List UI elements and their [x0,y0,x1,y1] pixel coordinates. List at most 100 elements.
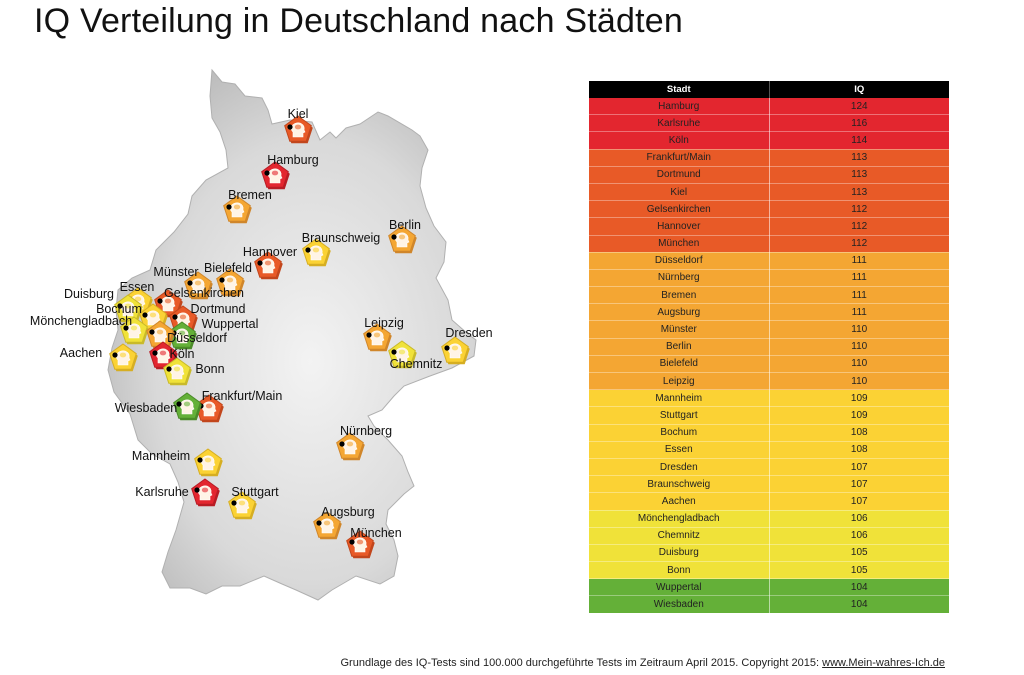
location-dot [316,520,322,526]
cell-city: Nürnberg [589,269,770,288]
city-marker[interactable]: Duisburg [64,287,143,323]
city-marker[interactable]: Hannover [243,245,297,280]
cell-iq: 124 [769,98,949,116]
location-dot [117,303,123,309]
table-row: Nürnberg 111 [589,269,949,288]
brain-head-icon [160,296,176,312]
table-row: Münster 110 [589,320,949,339]
cell-iq: 107 [769,458,949,477]
brain-head-icon [200,455,216,471]
city-marker[interactable]: Bielefeld [204,261,252,297]
city-marker[interactable]: Wiesbaden [115,392,202,421]
table-row: Dortmund 113 [589,166,949,184]
table-row: Frankfurt/Main 113 [589,149,949,167]
city-marker[interactable]: Mannheim [132,448,223,477]
city-label: Dresden [445,326,492,340]
cell-iq: 112 [769,200,949,219]
table-row: Hamburg 124 [589,98,949,116]
brain-head-icon [179,399,195,415]
cell-iq: 106 [769,510,949,528]
city-marker[interactable]: Stuttgart [228,485,279,520]
brain-head-icon [394,347,410,363]
header-iq: IQ [769,81,949,98]
cell-city: Wuppertal [589,578,770,597]
location-dot [194,487,200,493]
table-row: Bochum 108 [589,424,949,442]
table-row: Leipzig 110 [589,372,949,391]
table-row: Mönchengladbach 106 [589,510,949,528]
city-marker[interactable]: Frankfurt/Main [195,389,283,423]
city-marker[interactable]: Karlsruhe [135,478,220,507]
cell-iq: 105 [769,561,949,580]
city-label: Nürnberg [340,424,392,438]
brain-head-icon [126,323,142,339]
city-marker[interactable]: Aachen [60,343,138,372]
city-marker[interactable]: Düsseldorf [146,320,228,349]
cell-city: Frankfurt/Main [589,149,770,167]
cell-city: Augsburg [589,303,770,322]
city-marker[interactable]: Nürnberg [336,424,392,461]
city-label: Bonn [195,362,224,376]
brain-head-icon [190,278,206,294]
city-label: Köln [169,347,194,361]
location-dot [391,349,397,355]
city-label: Gelsenkirchen [164,286,244,300]
location-dot [226,204,232,210]
table-row: Bonn 105 [589,561,949,580]
cell-iq: 109 [769,406,949,425]
table-row: Wiesbaden 104 [589,595,949,614]
city-marker[interactable]: Berlin [388,218,421,254]
city-label: Bielefeld [204,261,252,275]
location-dot [349,539,355,545]
city-label: Hamburg [267,153,318,167]
cell-city: Chemnitz [589,527,770,545]
table-row: Augsburg 111 [589,303,949,322]
location-dot [112,352,118,358]
brain-head-icon [369,330,385,346]
location-dot [157,298,163,304]
cell-iq: 113 [769,149,949,167]
city-marker[interactable]: Dresden [441,326,493,365]
table-row: München 112 [589,235,949,253]
city-marker[interactable]: München [346,526,402,559]
cell-iq: 111 [769,286,949,305]
cell-city: Dortmund [589,166,770,184]
cell-iq: 116 [769,114,949,133]
city-marker[interactable]: Kiel [284,107,313,144]
location-dot [264,170,270,176]
location-dot [444,345,450,351]
city-label: Kiel [288,107,309,121]
city-marker[interactable]: Münster [153,265,213,300]
city-label: Aachen [60,346,102,360]
city-label: Berlin [389,218,421,232]
table-row: Gelsenkirchen 112 [589,200,949,219]
cell-iq: 108 [769,441,949,459]
city-label: Frankfurt/Main [202,389,283,403]
city-marker[interactable]: Leipzig [363,316,404,352]
cell-iq: 107 [769,492,949,511]
city-marker[interactable]: Bremen [223,188,272,224]
cell-iq: 107 [769,475,949,494]
city-marker[interactable]: Augsburg [313,505,375,540]
table-row: Braunschweig 107 [589,475,949,494]
city-label: Dortmund [191,302,246,316]
location-dot [391,234,397,240]
cell-city: Berlin [589,338,770,356]
city-marker[interactable]: Chemnitz [388,340,443,371]
cell-city: Mannheim [589,389,770,408]
city-marker[interactable]: Hamburg [261,153,319,190]
city-label: Chemnitz [390,357,443,371]
city-label: Bremen [228,188,272,202]
city-label: Essen [120,280,155,294]
city-marker[interactable]: Mönchengladbach [30,314,149,345]
table-body: Hamburg 124 Karlsruhe 116 Köln 114 Frankfurt/M… [589,98,949,614]
cell-city: Stuttgart [589,406,770,425]
footer-link[interactable]: www.Mein-wahres-Ich.de [822,657,945,669]
cell-city: Düsseldorf [589,252,770,270]
cell-city: Aachen [589,492,770,511]
table-header-row: Stadt IQ [589,81,949,98]
city-marker[interactable]: Bonn [163,357,225,386]
city-label: Münster [153,265,198,279]
city-marker[interactable]: Braunschweig [302,231,381,267]
brain-head-icon [229,202,245,218]
